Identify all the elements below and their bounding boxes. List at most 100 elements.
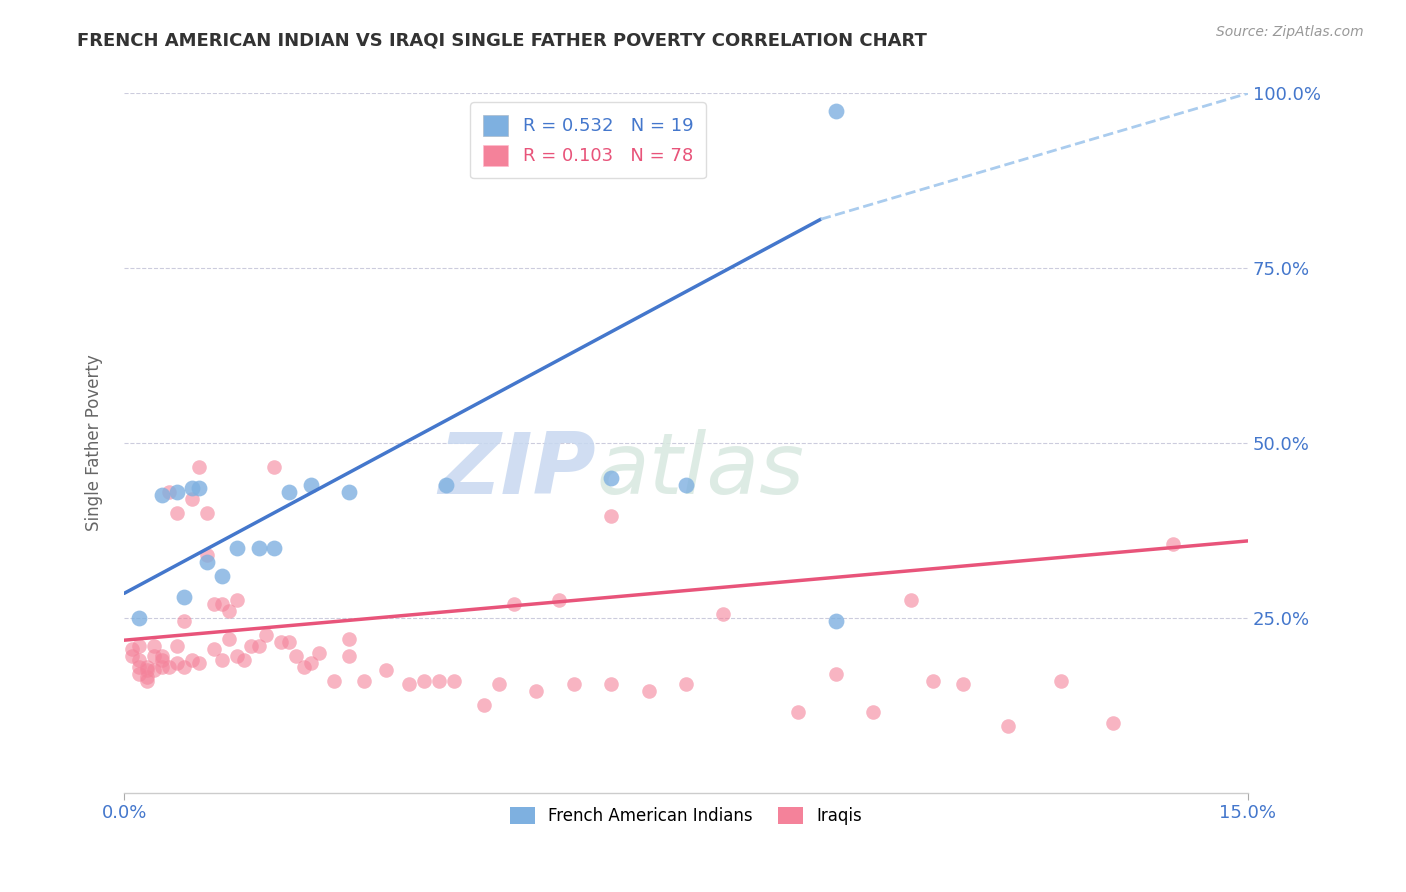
Point bbox=[128, 653, 150, 667]
Point bbox=[562, 677, 585, 691]
Point bbox=[166, 485, 188, 500]
Point bbox=[270, 635, 292, 649]
Point bbox=[166, 657, 188, 671]
Point bbox=[135, 670, 157, 684]
Point bbox=[713, 607, 735, 622]
Point bbox=[375, 663, 398, 677]
Point bbox=[135, 663, 157, 677]
Point bbox=[218, 632, 240, 646]
Point bbox=[188, 460, 211, 475]
Point bbox=[128, 639, 150, 653]
Point bbox=[180, 491, 202, 506]
Point bbox=[202, 642, 225, 657]
Point bbox=[150, 488, 173, 502]
Point bbox=[502, 597, 524, 611]
Point bbox=[824, 666, 846, 681]
Point bbox=[128, 666, 150, 681]
Point bbox=[278, 635, 301, 649]
Point bbox=[135, 673, 157, 688]
Point bbox=[121, 642, 143, 657]
Point bbox=[247, 541, 270, 555]
Y-axis label: Single Father Poverty: Single Father Poverty bbox=[86, 355, 103, 532]
Point bbox=[1161, 537, 1184, 551]
Point bbox=[547, 593, 569, 607]
Point bbox=[637, 684, 659, 698]
Point bbox=[135, 660, 157, 674]
Point bbox=[353, 673, 375, 688]
Text: ZIP: ZIP bbox=[439, 429, 596, 513]
Point bbox=[240, 639, 263, 653]
Point bbox=[600, 471, 623, 485]
Point bbox=[121, 649, 143, 664]
Point bbox=[225, 593, 247, 607]
Point bbox=[299, 478, 322, 492]
Point bbox=[211, 569, 233, 583]
Point bbox=[1049, 673, 1071, 688]
Point bbox=[337, 632, 360, 646]
Point bbox=[675, 478, 697, 492]
Point bbox=[150, 649, 173, 664]
Point bbox=[434, 478, 457, 492]
Point bbox=[308, 646, 330, 660]
Point bbox=[292, 660, 315, 674]
Point bbox=[256, 628, 278, 642]
Point bbox=[233, 653, 256, 667]
Point bbox=[824, 615, 846, 629]
Point bbox=[824, 103, 846, 118]
Point bbox=[263, 460, 285, 475]
Point bbox=[488, 677, 510, 691]
Point bbox=[263, 541, 285, 555]
Point bbox=[285, 649, 308, 664]
Point bbox=[211, 597, 233, 611]
Point bbox=[787, 705, 810, 719]
Point bbox=[862, 705, 884, 719]
Point bbox=[443, 673, 465, 688]
Point bbox=[173, 615, 195, 629]
Point bbox=[337, 649, 360, 664]
Point bbox=[128, 611, 150, 625]
Point bbox=[900, 593, 922, 607]
Point bbox=[225, 649, 247, 664]
Legend: French American Indians, Iraqis: French American Indians, Iraqis bbox=[502, 798, 870, 833]
Point bbox=[173, 660, 195, 674]
Point bbox=[278, 485, 301, 500]
Point bbox=[202, 597, 225, 611]
Point bbox=[524, 684, 547, 698]
Point bbox=[218, 604, 240, 618]
Point bbox=[166, 639, 188, 653]
Point bbox=[143, 663, 166, 677]
Point bbox=[180, 653, 202, 667]
Point bbox=[180, 482, 202, 496]
Point bbox=[322, 673, 344, 688]
Point bbox=[150, 653, 173, 667]
Point bbox=[247, 639, 270, 653]
Point bbox=[427, 673, 450, 688]
Point bbox=[600, 677, 623, 691]
Point bbox=[195, 555, 218, 569]
Point bbox=[195, 548, 218, 562]
Point bbox=[600, 509, 623, 524]
Point bbox=[150, 660, 173, 674]
Point bbox=[157, 485, 180, 500]
Point bbox=[166, 506, 188, 520]
Point bbox=[922, 673, 945, 688]
Point bbox=[952, 677, 974, 691]
Point bbox=[188, 657, 211, 671]
Point bbox=[398, 677, 420, 691]
Point bbox=[143, 649, 166, 664]
Point bbox=[675, 677, 697, 691]
Point bbox=[173, 590, 195, 604]
Point bbox=[157, 660, 180, 674]
Point bbox=[225, 541, 247, 555]
Point bbox=[143, 639, 166, 653]
Point bbox=[472, 698, 495, 713]
Point bbox=[188, 482, 211, 496]
Point bbox=[1102, 715, 1125, 730]
Point bbox=[195, 506, 218, 520]
Point bbox=[299, 657, 322, 671]
Text: Source: ZipAtlas.com: Source: ZipAtlas.com bbox=[1216, 25, 1364, 39]
Point bbox=[337, 485, 360, 500]
Point bbox=[128, 660, 150, 674]
Point bbox=[997, 719, 1019, 733]
Text: FRENCH AMERICAN INDIAN VS IRAQI SINGLE FATHER POVERTY CORRELATION CHART: FRENCH AMERICAN INDIAN VS IRAQI SINGLE F… bbox=[77, 31, 927, 49]
